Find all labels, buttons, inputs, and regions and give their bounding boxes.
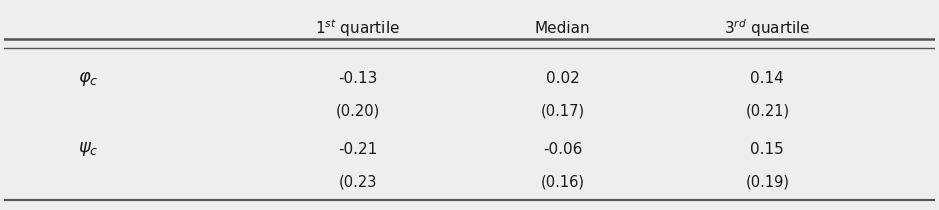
Text: 0.02: 0.02 xyxy=(546,71,579,86)
Text: -0.13: -0.13 xyxy=(338,71,377,86)
Text: 0.14: 0.14 xyxy=(750,71,784,86)
Text: 0.15: 0.15 xyxy=(750,142,784,157)
Text: (0.23: (0.23 xyxy=(339,174,377,189)
Text: 3$^{rd}$ quartile: 3$^{rd}$ quartile xyxy=(724,17,810,39)
Text: -0.21: -0.21 xyxy=(338,142,377,157)
Text: Median: Median xyxy=(534,21,591,36)
Text: (0.16): (0.16) xyxy=(541,174,585,189)
Text: (0.19): (0.19) xyxy=(746,174,790,189)
Text: 1$^{st}$ quartile: 1$^{st}$ quartile xyxy=(316,17,400,39)
Text: $\psi_c$: $\psi_c$ xyxy=(78,140,99,158)
Text: (0.20): (0.20) xyxy=(336,104,380,119)
Text: (0.21): (0.21) xyxy=(746,104,790,119)
Text: -0.06: -0.06 xyxy=(543,142,582,157)
Text: $\varphi_c$: $\varphi_c$ xyxy=(78,70,99,88)
Text: (0.17): (0.17) xyxy=(541,104,585,119)
